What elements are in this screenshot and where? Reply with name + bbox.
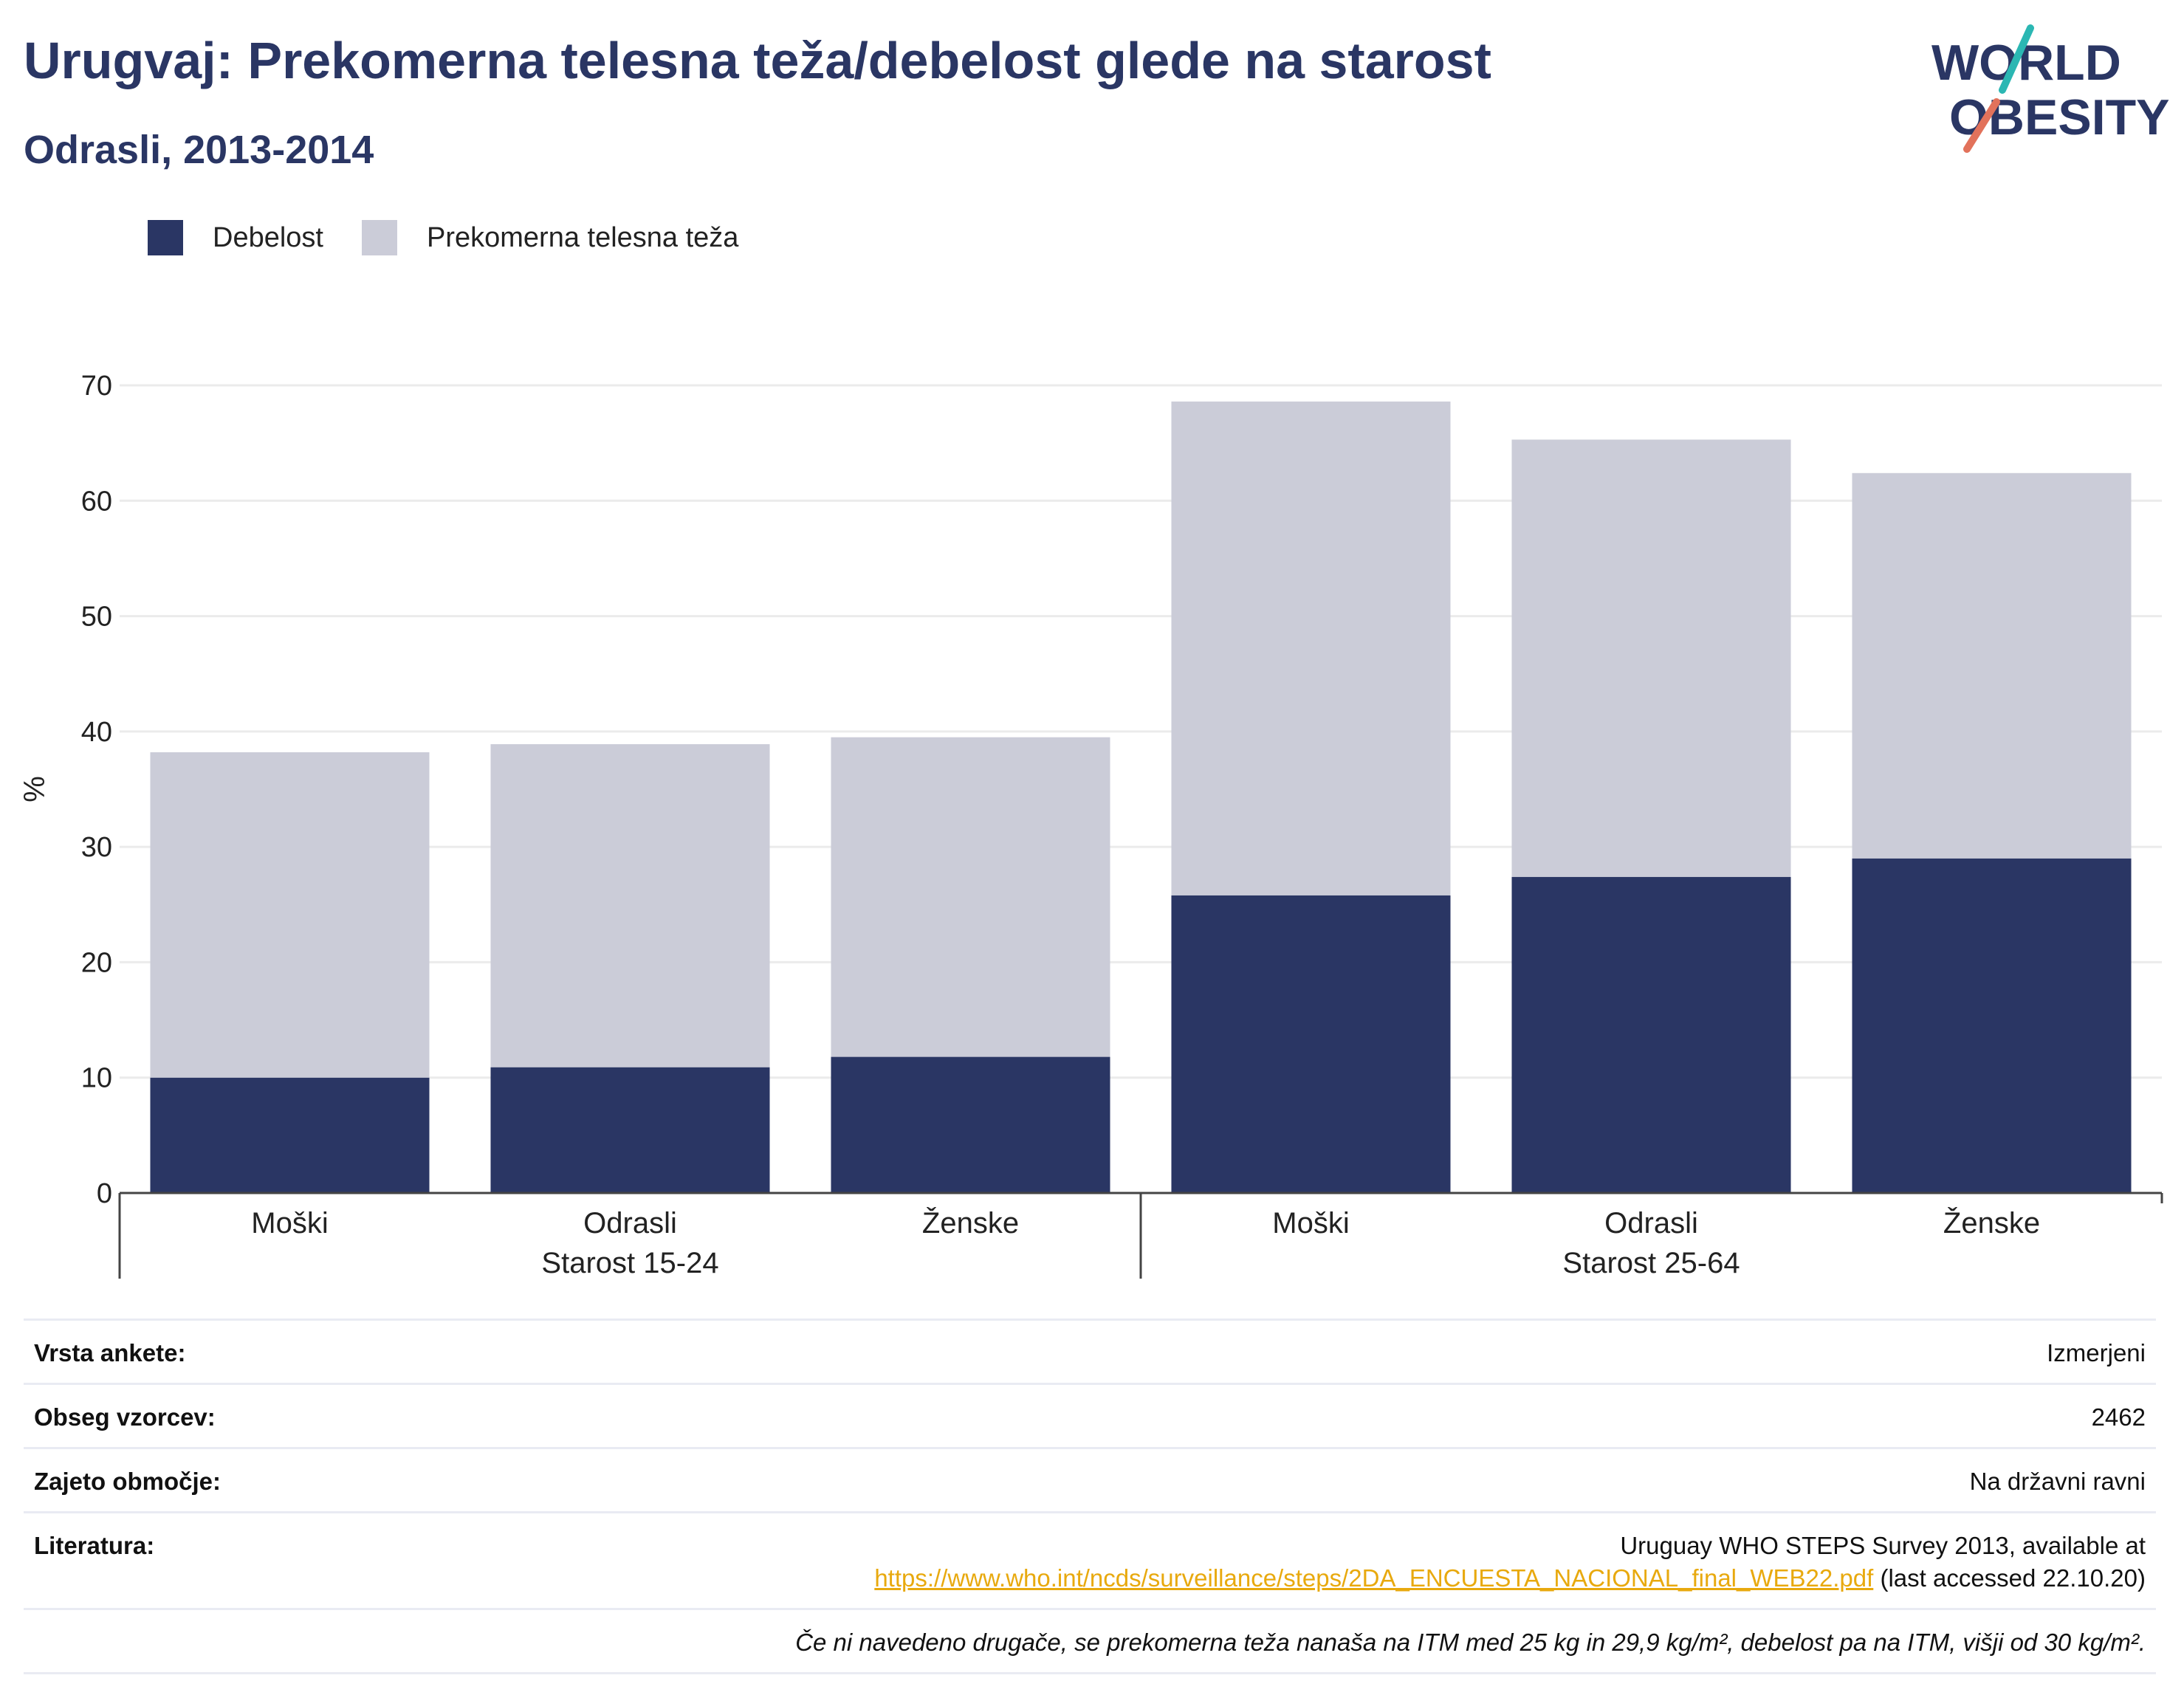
x-tick-label: Odrasli: [1604, 1207, 1698, 1240]
literature-text: Uruguay WHO STEPS Survey 2013, available…: [1620, 1532, 2146, 1559]
definition-note: Če ni navedeno drugače, se prekomerna te…: [795, 1629, 2146, 1656]
bar-obesity[interactable]: [1852, 858, 2132, 1193]
x-tick-label: Ženske: [922, 1206, 1019, 1240]
bar-obesity[interactable]: [831, 1056, 1110, 1193]
y-tick-label: 0: [97, 1178, 112, 1209]
literature-label: Literatura:: [34, 1532, 155, 1559]
axes: 0 10 20 30 40 50 60 70 Moški Odrasli Ženske Moški Od…: [81, 371, 2163, 1279]
y-axis-label: %: [18, 776, 51, 802]
y-tick-label: 40: [81, 717, 112, 748]
literature-value: Uruguay WHO STEPS Survey 2013, available…: [874, 1530, 2146, 1595]
y-tick-label: 60: [81, 486, 112, 517]
bar-obesity[interactable]: [1171, 895, 1451, 1193]
survey-type-label: Vrsta ankete:: [34, 1339, 186, 1366]
y-tick-label: 50: [81, 602, 112, 633]
chart-title: Urugvaj: Prekomerna telesna teža/debelos…: [24, 32, 1491, 89]
group-label: Starost 15-24: [541, 1247, 718, 1279]
bar-overweight[interactable]: [150, 752, 430, 1078]
world-obesity-logo: WORLD OBESITY: [1931, 24, 2170, 153]
bar-overweight[interactable]: [1852, 472, 2132, 859]
info-row-sample-size: Obseg vzorcev: 2462: [24, 1385, 2156, 1449]
logo-slash-teal: [1999, 24, 2034, 94]
group-label: Starost 25-64: [1562, 1247, 1740, 1279]
coverage-value: Na državni ravni: [1969, 1468, 2146, 1495]
bar-overweight[interactable]: [831, 737, 1110, 1057]
bar-obesity[interactable]: [1511, 876, 1791, 1193]
y-tick-label: 70: [81, 371, 112, 402]
chart-subtitle: Odrasli, 2013-2014: [24, 128, 374, 172]
bar-obesity[interactable]: [150, 1077, 430, 1193]
bar-overweight[interactable]: [1171, 401, 1451, 895]
bar-overweight[interactable]: [490, 744, 770, 1067]
logo-text-obesity: OBESITY: [1949, 89, 2170, 145]
literature-link[interactable]: https://www.who.int/ncds/surveillance/st…: [874, 1564, 1874, 1592]
legend-item-obesity[interactable]: Debelost: [148, 220, 323, 255]
sample-size-label: Obseg vzorcev:: [34, 1403, 216, 1431]
y-tick-label: 10: [81, 1063, 112, 1094]
chart-legend: Debelost Prekomerna telesna teža: [148, 220, 777, 255]
grid-lines: [120, 384, 2162, 1079]
bar-overweight[interactable]: [1511, 439, 1791, 877]
x-tick-label: Moški: [1272, 1207, 1349, 1240]
info-row-coverage: Zajeto območje: Na državni ravni: [24, 1449, 2156, 1513]
legend-swatch-overweight: [361, 220, 397, 255]
legend-label-obesity: Debelost: [213, 221, 323, 253]
legend-item-overweight[interactable]: Prekomerna telesna teža: [361, 220, 739, 255]
bars: [150, 401, 2132, 1193]
info-row-survey-type: Vrsta ankete: Izmerjeni: [24, 1318, 2156, 1385]
legend-label-overweight: Prekomerna telesna teža: [426, 221, 739, 253]
info-row-literature: Literatura: Uruguay WHO STEPS Survey 201…: [24, 1513, 2156, 1610]
x-tick-label: Odrasli: [583, 1207, 677, 1240]
literature-accessed: (last accessed 22.10.20): [1873, 1564, 2146, 1592]
survey-info-table: Vrsta ankete: Izmerjeni Obseg vzorcev: 2…: [24, 1318, 2156, 1674]
logo-slash-coral: [1963, 98, 2000, 153]
x-tick-label: Ženske: [1943, 1206, 2040, 1240]
legend-swatch-obesity: [148, 220, 183, 255]
y-tick-label: 30: [81, 832, 112, 863]
bar-obesity[interactable]: [490, 1067, 770, 1193]
coverage-label: Zajeto območje:: [34, 1468, 222, 1495]
x-tick-label: Moški: [251, 1207, 328, 1240]
info-row-note: Če ni navedeno drugače, se prekomerna te…: [24, 1610, 2156, 1674]
sample-size-value: 2462: [2091, 1403, 2146, 1431]
survey-type-value: Izmerjeni: [2047, 1339, 2146, 1366]
bar-chart: 0 10 20 30 40 50 60 70 Moški Odrasli Ženske Moški Od…: [18, 371, 2163, 1279]
y-tick-label: 20: [81, 947, 112, 978]
